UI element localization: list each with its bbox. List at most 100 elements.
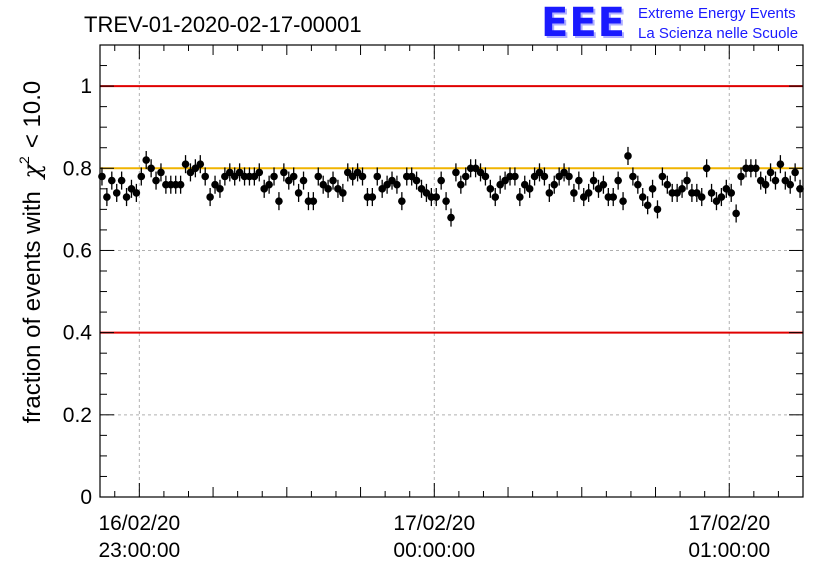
data-point <box>678 179 686 198</box>
data-point <box>481 167 490 186</box>
x-tick-label-date: 16/02/20 <box>98 512 180 535</box>
data-point <box>412 171 421 190</box>
data-point <box>658 167 667 186</box>
data-marker <box>638 193 647 201</box>
data-point <box>132 183 141 202</box>
data-point <box>373 167 382 186</box>
data-marker <box>339 189 347 197</box>
data-marker <box>653 205 662 214</box>
data-point <box>648 179 657 198</box>
data-marker <box>752 164 760 173</box>
data-marker <box>491 193 500 201</box>
data-marker <box>717 193 726 201</box>
y-tick-label: 0.8 <box>63 157 92 180</box>
data-point <box>103 187 111 207</box>
data-point <box>437 171 445 190</box>
data-marker <box>786 180 795 189</box>
data-marker <box>570 189 578 197</box>
data-point <box>540 167 549 186</box>
data-point <box>776 155 785 174</box>
data-marker <box>511 172 519 181</box>
data-marker <box>112 189 121 197</box>
data-marker <box>275 197 283 205</box>
data-marker <box>103 193 111 201</box>
data-marker <box>766 168 775 177</box>
data-marker <box>771 176 780 185</box>
data-point <box>589 171 598 190</box>
data-point <box>157 163 165 182</box>
data-point <box>181 155 190 174</box>
data-point <box>452 163 460 182</box>
data-marker <box>609 193 618 201</box>
data-marker <box>658 172 667 181</box>
data-marker <box>663 180 672 189</box>
data-marker <box>152 176 160 185</box>
data-point <box>599 175 608 194</box>
data-point <box>280 163 288 182</box>
data-marker <box>486 185 495 193</box>
data-marker <box>776 160 785 168</box>
data-point <box>176 175 185 194</box>
chart-title: TREV-01-2020-02-17-00001 <box>84 12 362 37</box>
data-point <box>727 183 736 202</box>
logo-mark: EEE <box>541 0 626 46</box>
data-point <box>265 175 273 194</box>
data-marker <box>107 176 116 185</box>
data-point <box>289 167 298 186</box>
data-marker <box>117 176 126 185</box>
data-point <box>299 171 308 190</box>
data-point <box>398 192 406 211</box>
data-marker <box>761 180 770 189</box>
data-point <box>624 146 632 165</box>
data-point <box>329 171 337 190</box>
data-marker <box>181 160 190 168</box>
data-marker <box>265 180 273 189</box>
data-marker <box>132 189 141 197</box>
data-marker <box>516 193 524 201</box>
data-point <box>638 187 647 207</box>
y-axis-label-chi: χ <box>18 162 46 180</box>
y-tick-label: 0.2 <box>63 404 92 427</box>
data-point <box>442 192 450 211</box>
data-marker <box>702 164 711 173</box>
data-marker <box>791 168 799 177</box>
data-point <box>619 192 627 211</box>
data-marker <box>678 185 686 193</box>
x-tick-label-date: 17/02/20 <box>688 512 770 535</box>
data-point <box>643 196 652 215</box>
data-marker <box>575 176 583 185</box>
data-marker <box>599 180 608 189</box>
data-point <box>525 179 534 198</box>
data-marker <box>624 152 632 160</box>
data-point <box>634 175 642 194</box>
data-point <box>137 167 146 186</box>
data-point <box>570 183 578 202</box>
x-tick-label-date: 17/02/20 <box>393 512 475 535</box>
data-marker <box>461 172 470 181</box>
data-point <box>771 171 780 190</box>
data-point <box>112 183 121 202</box>
data-point <box>270 167 278 186</box>
data-marker <box>727 189 736 197</box>
data-point <box>629 167 637 186</box>
data-marker <box>619 197 627 205</box>
data-point <box>294 183 303 202</box>
data-marker <box>176 180 185 189</box>
data-marker <box>629 172 637 181</box>
data-point <box>707 183 716 202</box>
data-marker <box>697 193 706 201</box>
data-marker <box>412 176 421 185</box>
data-point <box>791 163 799 182</box>
data-point <box>201 167 210 186</box>
data-marker <box>280 168 288 177</box>
data-marker <box>358 172 367 181</box>
data-marker <box>732 209 740 218</box>
data-marker <box>201 172 210 181</box>
eee-logo: EEE EEE Extreme Energy Events La Scienza… <box>541 0 798 48</box>
data-point <box>196 155 205 174</box>
data-point <box>614 171 622 190</box>
x-tick-label-time: 00:00:00 <box>393 539 475 562</box>
data-point <box>457 175 465 194</box>
data-marker <box>540 172 549 181</box>
logo-line2: La Scienza nelle Scuole <box>638 25 798 42</box>
